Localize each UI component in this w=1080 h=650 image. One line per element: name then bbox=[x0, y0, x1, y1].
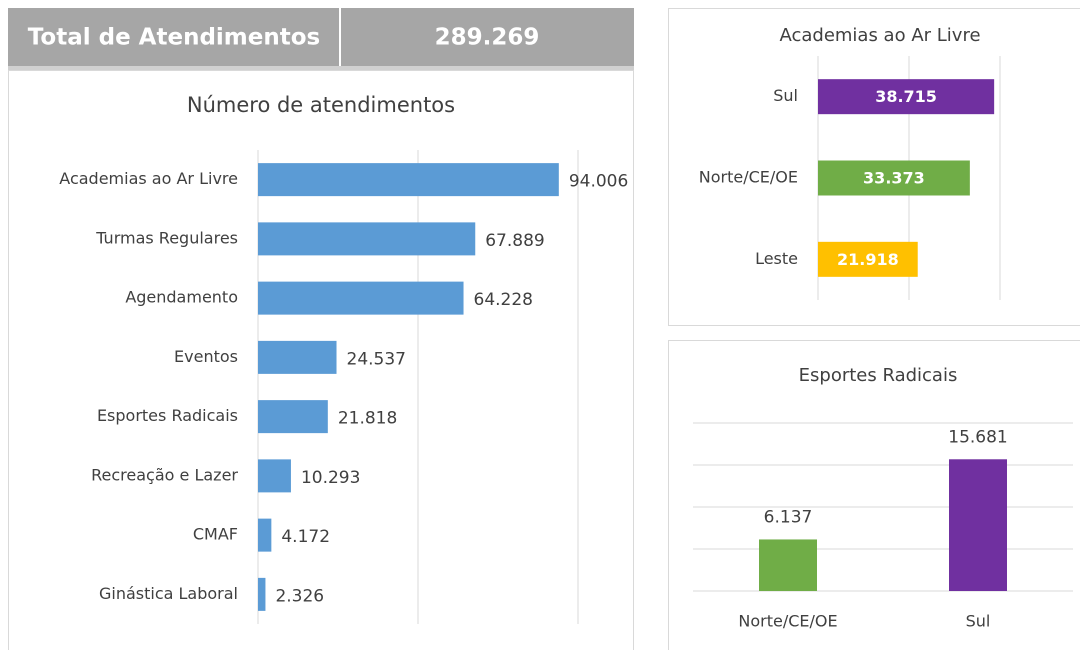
value-label: 67.889 bbox=[485, 231, 544, 251]
panel bbox=[668, 8, 1080, 326]
category-label: Eventos bbox=[174, 347, 238, 366]
value-label: 15.681 bbox=[948, 427, 1007, 447]
category-label: Leste bbox=[755, 249, 798, 268]
header-shadow bbox=[8, 66, 634, 70]
bar bbox=[258, 163, 559, 197]
value-label: 10.293 bbox=[301, 468, 360, 488]
chart-title: Academias ao Ar Livre bbox=[779, 25, 980, 46]
value-label: 38.715 bbox=[875, 87, 937, 106]
bar bbox=[258, 400, 328, 434]
bar bbox=[258, 340, 337, 374]
value-label: 21.818 bbox=[338, 409, 397, 429]
bar bbox=[258, 577, 266, 611]
category-label: Norte/CE/OE bbox=[738, 612, 837, 631]
bar bbox=[949, 459, 1007, 591]
value-label: 33.373 bbox=[863, 169, 925, 188]
value-label: 2.326 bbox=[275, 586, 324, 606]
panel bbox=[8, 70, 634, 650]
bar bbox=[759, 539, 817, 591]
bar bbox=[818, 79, 995, 115]
category-label: Esportes Radicais bbox=[97, 406, 238, 425]
value-label: 24.537 bbox=[347, 349, 406, 369]
chart-title: Esportes Radicais bbox=[799, 365, 958, 386]
category-label: Turmas Regulares bbox=[95, 228, 238, 247]
panel bbox=[668, 340, 1080, 650]
header-total: 289.269 bbox=[435, 25, 540, 51]
category-label: Academias ao Ar Livre bbox=[59, 169, 238, 188]
value-label: 64.228 bbox=[474, 290, 533, 310]
bar bbox=[258, 281, 464, 315]
bar bbox=[818, 160, 970, 196]
category-label: CMAF bbox=[193, 525, 238, 544]
bar bbox=[818, 241, 918, 277]
category-label: Agendamento bbox=[125, 288, 238, 307]
category-label: Sul bbox=[966, 612, 991, 631]
value-label: 94.006 bbox=[569, 172, 628, 192]
chart-title: Número de atendimentos bbox=[187, 93, 455, 117]
value-label: 21.918 bbox=[837, 250, 899, 269]
header-bar bbox=[8, 8, 634, 66]
value-label: 4.172 bbox=[281, 527, 330, 547]
category-label: Recreação e Lazer bbox=[91, 465, 238, 484]
category-label: Norte/CE/OE bbox=[699, 168, 798, 187]
bar bbox=[258, 518, 272, 552]
category-label: Sul bbox=[773, 86, 798, 105]
bar bbox=[258, 459, 291, 493]
bar bbox=[258, 222, 476, 256]
category-label: Ginástica Laboral bbox=[99, 584, 238, 603]
header-title: Total de Atendimentos bbox=[28, 25, 320, 51]
value-label: 6.137 bbox=[764, 507, 813, 527]
